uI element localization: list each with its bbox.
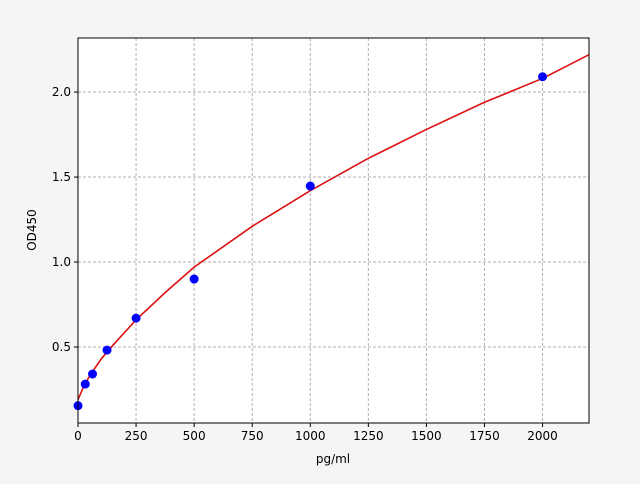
data-point bbox=[80, 379, 90, 389]
x-tick-label: 1000 bbox=[295, 429, 326, 443]
data-point bbox=[102, 345, 112, 355]
plot-frame bbox=[77, 37, 590, 424]
x-tick-label: 0 bbox=[74, 429, 82, 443]
x-tick-label: 500 bbox=[183, 429, 206, 443]
y-tick-label: 1.0 bbox=[52, 255, 71, 269]
x-tick-label: 250 bbox=[125, 429, 148, 443]
x-tick-label: 750 bbox=[241, 429, 264, 443]
data-point bbox=[88, 369, 98, 379]
data-point bbox=[189, 274, 199, 284]
x-axis-label: pg/ml bbox=[316, 452, 350, 466]
y-tick-label: 0.5 bbox=[52, 340, 71, 354]
x-tick-label: 1750 bbox=[469, 429, 500, 443]
plot-area bbox=[78, 38, 589, 423]
x-tick-label: 1500 bbox=[411, 429, 442, 443]
x-tick-label: 1250 bbox=[353, 429, 384, 443]
y-tick-label: 2.0 bbox=[52, 85, 71, 99]
data-point bbox=[305, 181, 315, 191]
data-point bbox=[538, 72, 548, 82]
x-tick-label: 2000 bbox=[527, 429, 558, 443]
y-axis-label: OD450 bbox=[25, 209, 39, 251]
y-tick-label: 1.5 bbox=[52, 170, 71, 184]
data-point bbox=[131, 313, 141, 323]
